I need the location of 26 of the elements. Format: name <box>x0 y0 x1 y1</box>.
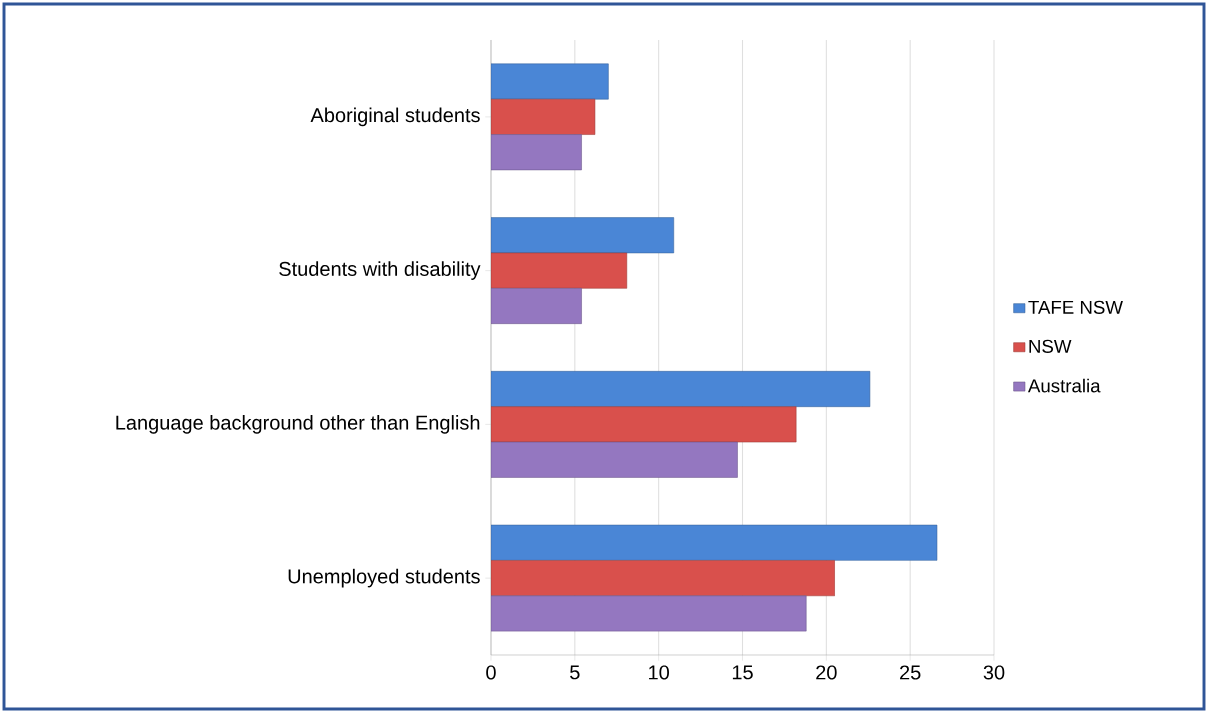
x-tick-label: 30 <box>983 665 1005 680</box>
bar <box>491 134 582 171</box>
bar <box>491 371 871 407</box>
x-tick-label: 0 <box>486 665 496 680</box>
bar <box>491 217 675 254</box>
y-tick-label: Unemployed students <box>288 568 480 588</box>
y-tick-label: Students with disability <box>279 261 481 280</box>
x-tick-label: 25 <box>900 665 921 680</box>
legend-label: NSW <box>1029 339 1072 353</box>
bar <box>491 252 628 289</box>
bar <box>491 288 582 324</box>
bar <box>491 63 609 100</box>
bar <box>491 524 938 561</box>
x-tick-label: 10 <box>649 665 669 680</box>
bar <box>491 98 596 135</box>
x-tick-label: 20 <box>816 665 837 680</box>
x-tick-label: 5 <box>570 665 580 680</box>
legend-label: Australia <box>1027 378 1101 393</box>
x-tick-label: 15 <box>732 665 753 680</box>
bar <box>491 560 835 597</box>
y-tick-label: Language background other than English <box>116 415 480 434</box>
y-tick-label: Aboriginal students <box>310 107 480 127</box>
bar <box>491 406 797 443</box>
bar <box>491 595 807 632</box>
bar <box>491 441 738 478</box>
legend-label: TAFE NSW <box>1028 300 1123 314</box>
